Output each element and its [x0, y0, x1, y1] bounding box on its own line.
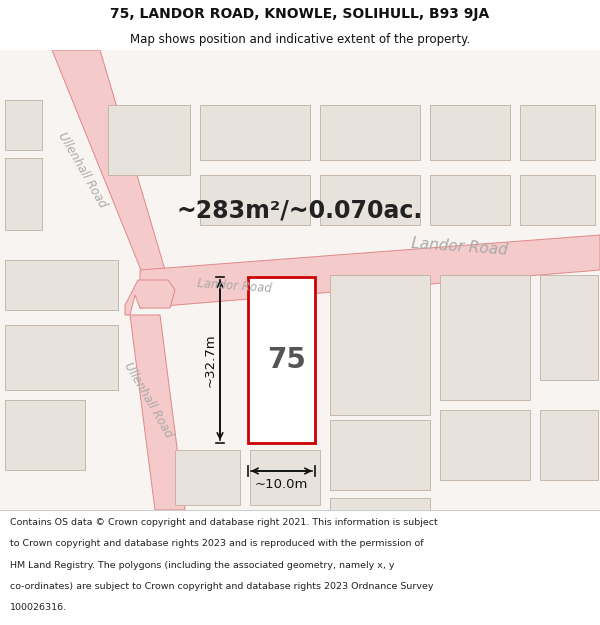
Text: ~32.7m: ~32.7m: [203, 333, 217, 387]
Polygon shape: [130, 315, 185, 510]
Polygon shape: [5, 100, 42, 150]
Text: ~10.0m: ~10.0m: [255, 479, 308, 491]
Polygon shape: [520, 175, 595, 225]
Polygon shape: [430, 105, 510, 160]
Bar: [248, 277, 315, 443]
Polygon shape: [5, 158, 42, 230]
Polygon shape: [250, 450, 320, 505]
Text: 75: 75: [267, 346, 306, 374]
Text: Map shows position and indicative extent of the property.: Map shows position and indicative extent…: [130, 32, 470, 46]
Text: co-ordinates) are subject to Crown copyright and database rights 2023 Ordnance S: co-ordinates) are subject to Crown copyr…: [10, 582, 434, 591]
Polygon shape: [175, 450, 240, 505]
Polygon shape: [140, 235, 600, 308]
Text: Landor Road: Landor Road: [411, 236, 509, 258]
Text: 100026316.: 100026316.: [10, 603, 67, 612]
Polygon shape: [540, 410, 598, 480]
Polygon shape: [108, 105, 190, 175]
Polygon shape: [330, 420, 430, 490]
Text: to Crown copyright and database rights 2023 and is reproduced with the permissio: to Crown copyright and database rights 2…: [10, 539, 424, 548]
Polygon shape: [5, 260, 118, 310]
Polygon shape: [520, 105, 595, 160]
Polygon shape: [320, 175, 420, 225]
Polygon shape: [330, 498, 430, 510]
Polygon shape: [5, 400, 85, 470]
Text: ~283m²/~0.070ac.: ~283m²/~0.070ac.: [177, 198, 423, 222]
Polygon shape: [440, 275, 530, 400]
Polygon shape: [200, 105, 310, 160]
Text: Ullenhall Road: Ullenhall Road: [121, 360, 175, 440]
Polygon shape: [52, 50, 168, 280]
Polygon shape: [5, 325, 118, 390]
Text: Ullenhall Road: Ullenhall Road: [55, 130, 109, 210]
Polygon shape: [200, 175, 310, 225]
Polygon shape: [125, 280, 175, 315]
Text: Landor Road: Landor Road: [197, 277, 273, 295]
Polygon shape: [330, 275, 430, 415]
Text: HM Land Registry. The polygons (including the associated geometry, namely x, y: HM Land Registry. The polygons (includin…: [10, 561, 395, 569]
Text: Contains OS data © Crown copyright and database right 2021. This information is : Contains OS data © Crown copyright and d…: [10, 518, 438, 527]
Polygon shape: [320, 105, 420, 160]
Polygon shape: [440, 410, 530, 480]
Text: 75, LANDOR ROAD, KNOWLE, SOLIHULL, B93 9JA: 75, LANDOR ROAD, KNOWLE, SOLIHULL, B93 9…: [110, 7, 490, 21]
Polygon shape: [430, 175, 510, 225]
Polygon shape: [540, 275, 598, 380]
